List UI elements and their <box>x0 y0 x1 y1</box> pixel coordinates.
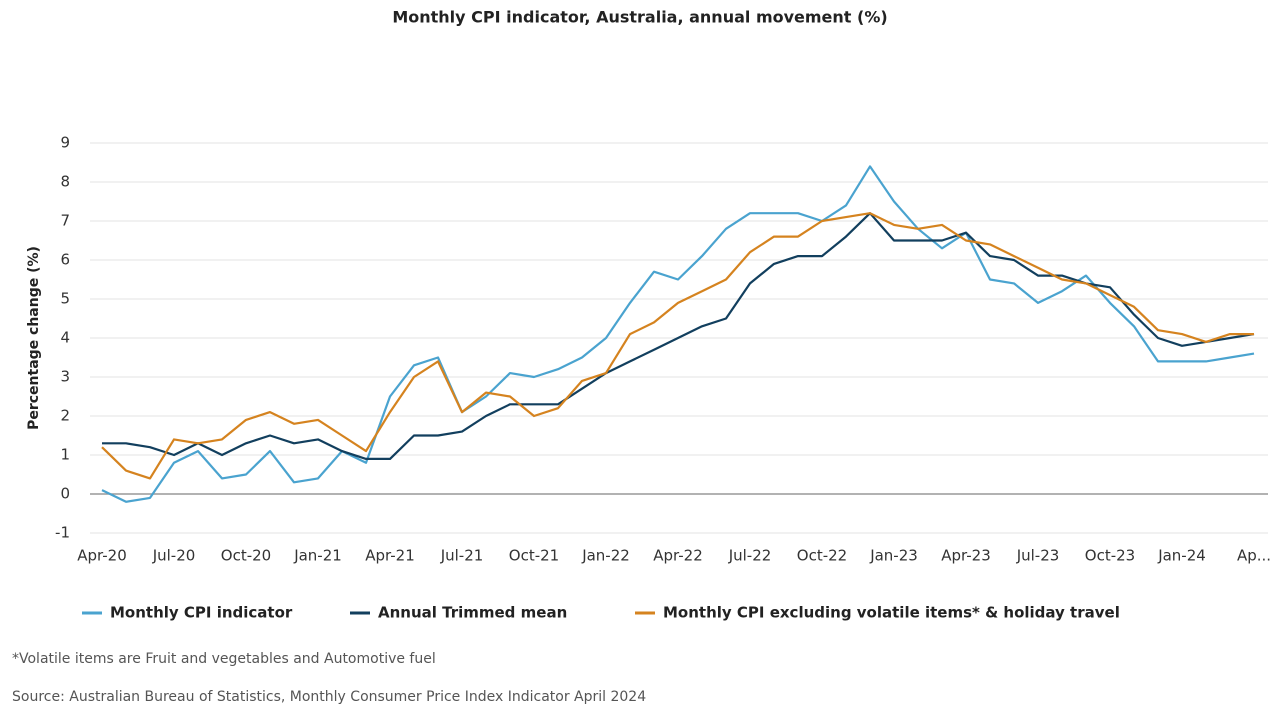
x-tick-label: Oct-23 <box>1085 547 1135 565</box>
y-tick-label: 2 <box>60 407 70 425</box>
series-line <box>101 165 1255 503</box>
y-tick-label: 4 <box>60 329 70 347</box>
x-tick-label: Apr-23 <box>941 547 991 565</box>
x-tick-label: Oct-22 <box>797 547 847 565</box>
x-tick-label: Jul-21 <box>440 547 484 565</box>
x-tick-label: Apr-22 <box>653 547 703 565</box>
source: Source: Australian Bureau of Statistics,… <box>12 689 646 705</box>
y-tick-label: 8 <box>60 173 70 191</box>
y-tick-label: 0 <box>60 485 70 503</box>
footnote: *Volatile items are Fruit and vegetables… <box>12 651 436 667</box>
chart-title: Monthly CPI indicator, Australia, annual… <box>392 8 887 27</box>
x-tick-label: Apr-21 <box>365 547 415 565</box>
x-tick-label: Jan-22 <box>581 547 630 565</box>
y-tick-label: 7 <box>60 212 70 230</box>
series-line <box>101 212 1254 480</box>
x-tick-label: Ap... <box>1237 547 1271 565</box>
y-tick-label: -1 <box>55 524 70 542</box>
x-tick-label: Jul-23 <box>1016 547 1060 565</box>
x-tick-label: Oct-20 <box>221 547 271 565</box>
x-tick-label: Apr-20 <box>77 547 127 565</box>
x-tick-label: Jan-24 <box>1157 547 1206 565</box>
x-tick-label: Jan-21 <box>293 547 342 565</box>
x-tick-label: Jul-20 <box>152 547 196 565</box>
x-tick-label: Jan-23 <box>869 547 918 565</box>
y-axis-label: Percentage change (%) <box>26 246 42 430</box>
y-tick-label: 9 <box>60 134 70 152</box>
legend-label: Monthly CPI excluding volatile items* & … <box>663 604 1120 622</box>
y-tick-label: 5 <box>60 290 70 308</box>
y-tick-label: 3 <box>60 368 70 386</box>
y-tick-label: 1 <box>60 446 70 464</box>
x-tick-label: Oct-21 <box>509 547 559 565</box>
y-tick-label: 6 <box>60 251 70 269</box>
x-tick-label: Jul-22 <box>728 547 772 565</box>
legend-label: Monthly CPI indicator <box>110 604 293 622</box>
legend-label: Annual Trimmed mean <box>378 604 567 622</box>
series-line <box>102 212 1255 460</box>
